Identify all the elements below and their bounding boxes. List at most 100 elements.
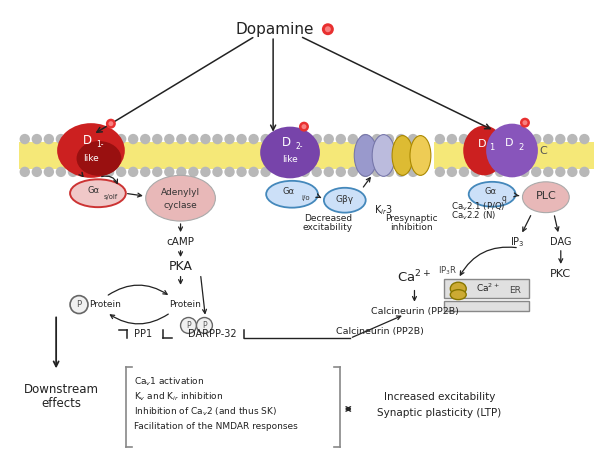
Text: Gα: Gα (282, 187, 294, 196)
Ellipse shape (57, 123, 125, 178)
Text: Downstream: Downstream (23, 383, 98, 396)
Ellipse shape (181, 318, 196, 333)
Ellipse shape (70, 180, 126, 207)
Ellipse shape (299, 167, 310, 177)
Text: inhibition: inhibition (390, 223, 433, 232)
Ellipse shape (323, 134, 334, 144)
Text: Dopamine: Dopamine (236, 22, 314, 37)
Ellipse shape (128, 134, 139, 144)
Text: PKA: PKA (169, 260, 193, 274)
Text: cAMP: cAMP (167, 237, 194, 247)
Text: D: D (505, 138, 513, 148)
Ellipse shape (32, 134, 42, 144)
Bar (445, 301, 529, 311)
Bar (275, 142, 415, 169)
Ellipse shape (408, 134, 418, 144)
Text: D: D (281, 136, 290, 149)
Ellipse shape (140, 167, 151, 177)
Text: s/olf: s/olf (104, 194, 118, 200)
Ellipse shape (140, 134, 151, 144)
Ellipse shape (196, 318, 212, 333)
Ellipse shape (543, 167, 553, 177)
Ellipse shape (32, 167, 42, 177)
Ellipse shape (146, 175, 215, 221)
Ellipse shape (347, 134, 358, 144)
Ellipse shape (335, 167, 346, 177)
Ellipse shape (354, 134, 377, 176)
Ellipse shape (359, 134, 370, 144)
Ellipse shape (287, 167, 298, 177)
Ellipse shape (236, 134, 247, 144)
Ellipse shape (212, 134, 223, 144)
Text: Calcineurin (PP2B): Calcineurin (PP2B) (371, 307, 458, 316)
Ellipse shape (77, 141, 121, 176)
Text: D: D (82, 134, 92, 147)
Text: 1-: 1- (96, 140, 104, 149)
Ellipse shape (92, 167, 102, 177)
Ellipse shape (555, 167, 565, 177)
Text: C: C (539, 146, 547, 156)
Text: Decreased: Decreased (304, 213, 352, 223)
Ellipse shape (495, 167, 505, 177)
Ellipse shape (483, 167, 493, 177)
Ellipse shape (260, 167, 271, 177)
Ellipse shape (543, 134, 553, 144)
Text: 2: 2 (518, 143, 524, 152)
Text: Ca$^{2+}$: Ca$^{2+}$ (476, 282, 500, 294)
Text: like: like (282, 155, 298, 164)
Ellipse shape (68, 167, 78, 177)
Ellipse shape (176, 167, 187, 177)
Ellipse shape (434, 167, 445, 177)
Ellipse shape (523, 182, 569, 212)
Ellipse shape (311, 134, 322, 144)
Ellipse shape (116, 167, 127, 177)
Ellipse shape (106, 119, 116, 129)
Ellipse shape (555, 134, 565, 144)
Ellipse shape (567, 167, 578, 177)
Ellipse shape (520, 118, 530, 128)
Ellipse shape (579, 167, 590, 177)
Text: like: like (83, 154, 99, 163)
Ellipse shape (236, 167, 247, 177)
Ellipse shape (471, 134, 481, 144)
Ellipse shape (434, 134, 445, 144)
Text: P: P (186, 321, 191, 330)
Ellipse shape (459, 134, 469, 144)
Ellipse shape (347, 167, 358, 177)
Ellipse shape (80, 134, 90, 144)
Ellipse shape (104, 134, 114, 144)
Ellipse shape (188, 167, 199, 177)
Ellipse shape (20, 167, 30, 177)
Ellipse shape (372, 167, 382, 177)
Text: DARPP-32: DARPP-32 (188, 329, 237, 339)
Ellipse shape (128, 167, 139, 177)
Ellipse shape (359, 167, 370, 177)
Ellipse shape (212, 167, 223, 177)
Ellipse shape (384, 167, 394, 177)
Ellipse shape (287, 134, 298, 144)
Text: Inhibition of Ca$_v$2 (and thus SK): Inhibition of Ca$_v$2 (and thus SK) (134, 406, 277, 418)
Ellipse shape (324, 188, 365, 212)
Ellipse shape (471, 167, 481, 177)
Ellipse shape (275, 167, 286, 177)
Ellipse shape (224, 134, 235, 144)
Ellipse shape (109, 121, 113, 126)
Ellipse shape (507, 134, 517, 144)
Text: K$_{ir}$3: K$_{ir}$3 (374, 203, 393, 217)
Ellipse shape (567, 134, 578, 144)
Text: 2-: 2- (295, 142, 303, 151)
Ellipse shape (486, 124, 538, 177)
Bar (434, 142, 593, 169)
Text: Protein: Protein (89, 300, 121, 309)
Ellipse shape (299, 122, 309, 132)
Ellipse shape (200, 167, 211, 177)
Text: K$_v$ and K$_{ir}$ inhibition: K$_v$ and K$_{ir}$ inhibition (134, 391, 223, 403)
Ellipse shape (116, 134, 127, 144)
Ellipse shape (335, 134, 346, 144)
Text: Facilitation of the NMDAR responses: Facilitation of the NMDAR responses (134, 423, 298, 431)
Text: excitability: excitability (303, 223, 353, 232)
Text: Gα: Gα (484, 187, 496, 196)
Text: IP$_3$R: IP$_3$R (437, 265, 457, 277)
Ellipse shape (451, 290, 466, 299)
Text: P: P (202, 321, 207, 330)
